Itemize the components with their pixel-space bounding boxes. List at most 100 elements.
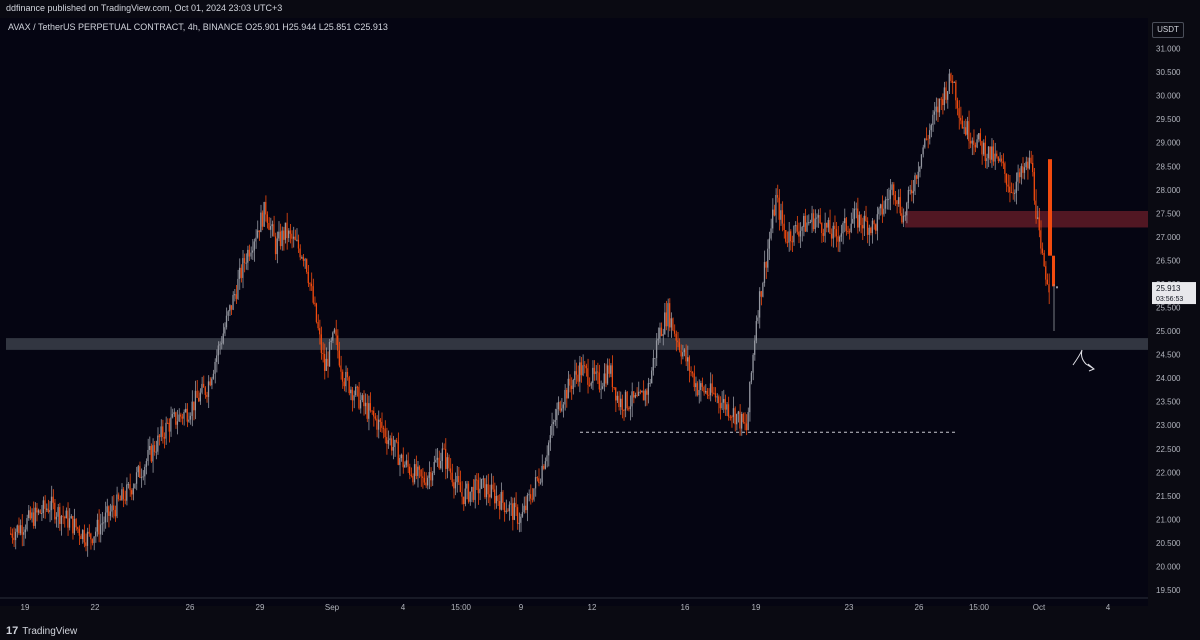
candle-body [23,532,25,535]
candle-body [196,390,198,398]
candle-body [901,213,903,223]
candle-body [704,390,707,393]
candle-body [211,378,213,386]
y-tick-label: 20.000 [1156,562,1181,571]
tradingview-brand: TradingView [22,625,78,637]
candle-body [927,138,929,140]
candle-body [698,390,700,396]
y-tick-label: 25.000 [1156,327,1181,336]
candle-body [935,106,937,112]
candle-body [714,393,717,398]
x-tick-label: 9 [519,603,524,612]
candle-body [186,408,188,422]
candle-body [706,390,708,395]
candle-body [731,416,733,418]
candle-body [893,184,895,195]
candle-body [672,318,674,331]
last-price-label: 25.913 [1156,284,1181,293]
x-tick-label: 26 [915,603,924,612]
candle-body [896,200,898,204]
candle-body [140,477,143,479]
candle-body [426,477,429,486]
candle-body [641,391,643,393]
candle-body [871,220,873,234]
candle-body [814,218,816,230]
candle-body [319,328,321,335]
candle-body [745,423,748,431]
candle-body [906,202,908,216]
candle-body [673,330,676,334]
candle-body [1000,158,1003,162]
candle-body [729,416,731,418]
candle-body [83,530,85,543]
candle-body [474,479,476,500]
candle-body [34,507,36,526]
candle-body [350,389,352,394]
top-bar: ddfinance published on TradingView.com, … [0,0,1200,18]
candle-body [909,189,911,191]
candle-body [387,440,389,444]
candle-body [191,401,193,416]
chart-area[interactable] [0,18,1148,606]
candle-body [418,466,421,470]
candle-body [762,282,764,297]
candle-body [567,378,569,399]
candle-body [430,472,432,481]
candle-body [639,391,641,393]
candle-body [11,533,13,538]
candle-body [888,198,890,200]
candle-body [10,533,12,535]
candle-body [482,478,484,480]
candle-body [966,121,968,135]
candle-body [597,371,599,373]
candle-body [492,484,494,490]
support-zone [6,338,1148,350]
x-tick-label: 4 [401,603,406,612]
candle-body [171,413,174,418]
candle-body [798,231,800,237]
candle-body [81,530,84,540]
candle-body [243,258,246,264]
candle-body [835,229,838,237]
candle-body [785,230,787,242]
candle-body [992,146,995,162]
candle-body [857,208,859,228]
candle-body [794,225,797,227]
candle-body [72,516,74,534]
candle-body [981,141,983,155]
candle-body [36,507,38,513]
candle-body [101,523,103,525]
candle-body [713,392,715,394]
y-tick-label: 30.000 [1156,92,1181,101]
candle-body [541,465,543,483]
x-tick-label: 19 [21,603,30,612]
candle-body [263,201,265,227]
candle-body [1045,266,1047,280]
candle-body [377,419,380,430]
tradingview-logo[interactable]: 17 TradingView [6,625,77,637]
candle-body [1007,184,1009,187]
candle-body [744,422,746,424]
candle-body [413,464,416,483]
candle-body [503,502,506,513]
candle-body [732,408,735,417]
candle-body [77,527,79,529]
candle-body [924,138,926,148]
candle-body [96,519,98,532]
candle-body [569,378,571,386]
candle-body [608,365,610,374]
candle-body [790,231,792,242]
currency-button[interactable]: USDT [1152,22,1184,38]
candle-body [232,294,234,310]
candle-body [623,409,625,411]
candle-body [382,427,385,429]
candle-body [361,395,363,400]
candle-body [446,457,448,469]
candle-body [384,428,386,438]
candle-body [464,488,466,505]
candle-body [696,383,699,396]
candle-body [718,396,720,404]
candle-body [1022,166,1024,173]
candle-body [78,528,80,536]
